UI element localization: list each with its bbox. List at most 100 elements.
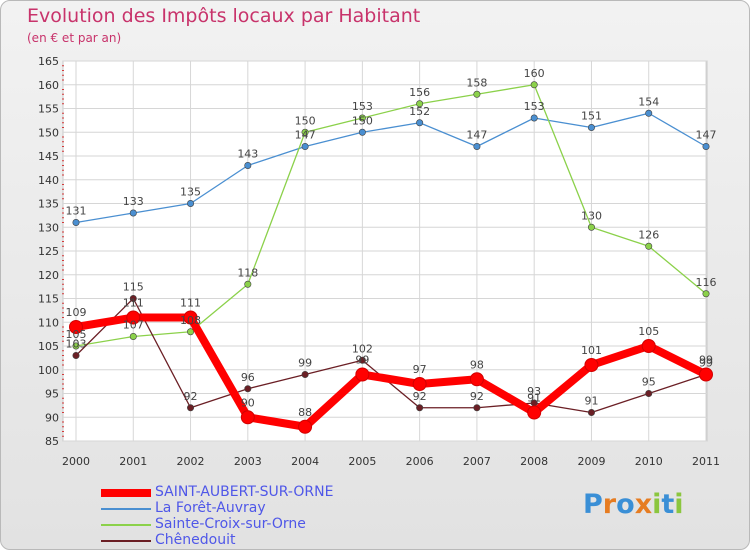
data-label: 96 [241, 371, 255, 384]
y-tick-label: 165 [38, 55, 59, 68]
x-tick-label: 2011 [692, 455, 720, 468]
legend-label: La Forêt-Auvray [155, 500, 266, 516]
series-point [72, 342, 80, 350]
series-point [530, 114, 538, 122]
data-label: 92 [184, 390, 198, 403]
data-label: 95 [642, 376, 656, 389]
x-tick-label: 2009 [577, 455, 605, 468]
x-tick-label: 2004 [291, 455, 319, 468]
logo-letter: r [602, 489, 617, 520]
data-label: 111 [180, 297, 201, 310]
data-label: 151 [581, 110, 602, 123]
series-point [358, 356, 366, 364]
y-tick-label: 135 [38, 198, 59, 211]
y-tick-label: 100 [38, 364, 59, 377]
data-label: 126 [638, 228, 659, 241]
series-point [187, 328, 195, 336]
data-label: 105 [638, 325, 659, 338]
grid-layer [62, 60, 708, 442]
legend-swatch [101, 540, 151, 542]
data-label: 130 [581, 209, 602, 222]
series-point [527, 405, 542, 420]
data-label: 153 [524, 100, 545, 113]
data-label: 90 [241, 396, 255, 409]
series-point [645, 109, 653, 117]
chart-title: Evolution des Impôts locaux par Habitant [27, 5, 421, 27]
series-point [244, 162, 252, 170]
data-label: 92 [413, 390, 427, 403]
data-label: 150 [295, 114, 316, 127]
series-point [530, 81, 538, 89]
logo-letter: x [634, 489, 653, 520]
x-tick-label: 2000 [62, 455, 90, 468]
data-label: 154 [638, 95, 659, 108]
legend-label: Sainte-Croix-sur-Orne [155, 516, 306, 532]
x-tick-label: 2005 [348, 455, 376, 468]
data-label: 103 [66, 338, 87, 351]
series-point [355, 367, 370, 382]
data-label: 99 [355, 354, 369, 367]
series-point [129, 209, 137, 217]
x-tick-label: 2002 [177, 455, 205, 468]
data-label: 115 [123, 281, 144, 294]
y-tick-label: 115 [38, 293, 59, 306]
series-point [645, 242, 653, 250]
series-point [187, 404, 195, 412]
chart-subtitle: (en € et par an) [27, 31, 122, 45]
logo-letter: P [583, 489, 603, 520]
data-label: 131 [66, 205, 87, 218]
y-tick-label: 105 [38, 340, 59, 353]
data-label: 108 [180, 314, 201, 327]
data-label: 156 [409, 86, 430, 99]
x-tick-label: 2007 [463, 455, 491, 468]
data-label: 99 [699, 354, 713, 367]
data-label: 102 [352, 342, 373, 355]
y-tick-label: 130 [38, 221, 59, 234]
legend-swatch [101, 508, 151, 510]
series-point [129, 294, 137, 302]
data-label: 158 [466, 76, 487, 89]
x-tick-label: 2006 [406, 455, 434, 468]
y-tick-label: 125 [38, 245, 59, 258]
series-point [587, 124, 595, 132]
data-label: 91 [584, 395, 598, 408]
axis-layer: 8590951001051101151201251301351401451501… [38, 55, 720, 468]
y-tick-label: 150 [38, 126, 59, 139]
series-point [72, 219, 80, 227]
y-tick-label: 155 [38, 103, 59, 116]
logo-letter: o [616, 489, 635, 520]
data-label: 88 [298, 406, 312, 419]
proxiti-logo: Proxiti [583, 489, 684, 520]
data-label: 93 [527, 385, 541, 398]
series-line-0 [72, 313, 710, 431]
logo-letter: t [661, 489, 675, 520]
y-tick-label: 95 [45, 388, 59, 401]
data-label: 147 [466, 129, 487, 142]
data-label: 118 [237, 266, 258, 279]
series-point [702, 290, 710, 298]
series-point [301, 143, 309, 151]
series-point [416, 100, 424, 108]
series-point [358, 114, 366, 122]
series-point [584, 358, 599, 372]
data-label: 147 [295, 129, 316, 142]
series-point [641, 339, 656, 353]
data-label: 143 [237, 148, 258, 161]
data-label: 99 [699, 357, 713, 370]
legend-swatch [101, 524, 151, 526]
series-point [240, 410, 255, 425]
data-label: 99 [298, 357, 312, 370]
series-point [473, 143, 481, 151]
data-label: 111 [123, 297, 144, 310]
series-point [183, 310, 198, 325]
data-label: 97 [413, 363, 427, 376]
series-point [587, 408, 595, 416]
data-label: 147 [696, 129, 717, 142]
data-label: 107 [123, 319, 144, 332]
legend-label: Chênedouit [155, 532, 236, 548]
data-label: 133 [123, 195, 144, 208]
series-point [298, 419, 313, 434]
y-tick-label: 110 [38, 316, 59, 329]
series-point [69, 320, 83, 334]
